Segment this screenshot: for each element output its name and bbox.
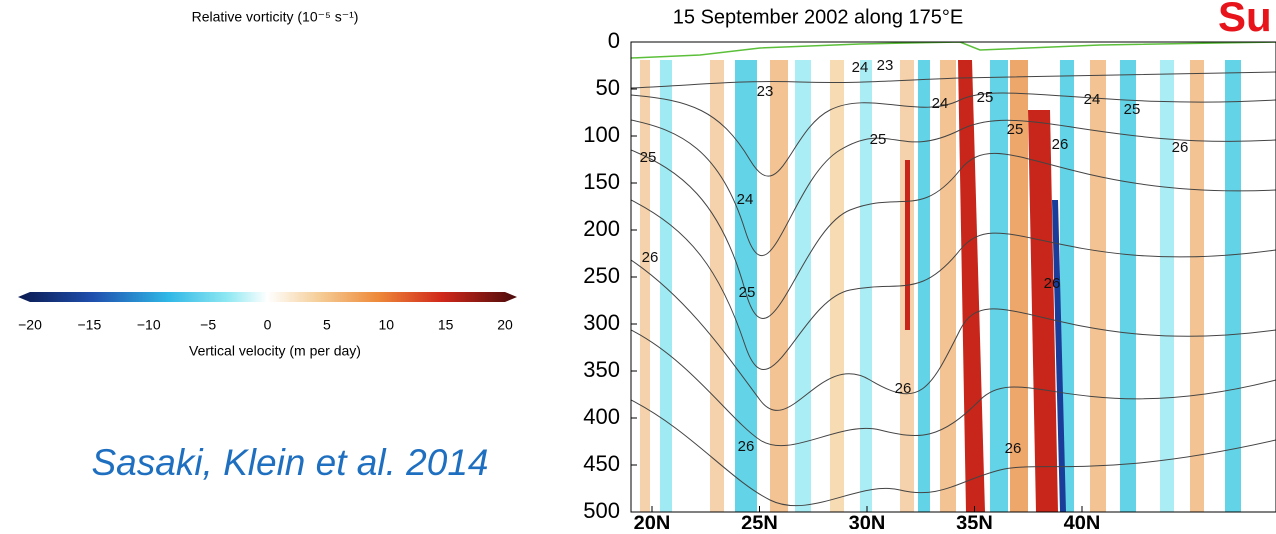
upwelling-band	[1052, 200, 1066, 512]
y-tick-label: 400	[583, 404, 620, 429]
downwelling-band	[905, 160, 910, 330]
y-tick-label: 50	[596, 75, 620, 100]
colorbar-tick-label: 10	[378, 317, 394, 333]
stripe	[1120, 60, 1136, 512]
colorbar-ticks: −20 −15 −10 −5 0 5 10 15 20	[18, 317, 513, 333]
colorbar-tick-label: −10	[137, 317, 161, 333]
contour-label: 24	[1084, 91, 1101, 108]
stripe	[990, 60, 1008, 512]
contour-label: 25	[640, 149, 657, 166]
contour-labels: 24 23 23 24 25 24 25 25 25 25 26 26 24 2…	[640, 57, 1189, 457]
downwelling-band	[958, 60, 985, 512]
isotherms	[631, 71, 1276, 507]
contour-label: 24	[852, 59, 869, 76]
contour-label: 25	[1124, 101, 1141, 118]
contour	[631, 119, 1276, 257]
contour-label: 26	[642, 249, 659, 266]
contour-label: 24	[932, 95, 949, 112]
x-tick-label: 35N	[956, 512, 993, 529]
corner-title: Su	[1218, 0, 1272, 40]
downwelling-band	[1028, 110, 1058, 512]
contour	[631, 71, 1276, 89]
contour-label: 25	[739, 284, 756, 301]
x-tick-label: 40N	[1064, 512, 1101, 529]
contour-label: 23	[877, 57, 894, 74]
colorbar-tick-label: 5	[323, 317, 331, 333]
y-tick-label: 200	[583, 216, 620, 241]
y-tick-label: 150	[583, 169, 620, 194]
contour	[631, 199, 1276, 370]
stripe	[710, 60, 724, 512]
contour	[631, 399, 1276, 507]
contour-label: 26	[738, 438, 755, 455]
stripe	[1060, 60, 1074, 512]
colorbar-tick-label: −20	[18, 317, 42, 333]
stripe	[918, 60, 930, 512]
contour-label: 25	[870, 131, 887, 148]
y-tick-label: 300	[583, 310, 620, 335]
contour-label: 26	[1005, 440, 1022, 457]
colorbar-tick-label: 20	[497, 317, 513, 333]
stripe	[860, 60, 872, 512]
contour	[631, 259, 1276, 411]
contour-label: 26	[895, 380, 912, 397]
stripe	[940, 60, 956, 512]
contour	[631, 329, 1276, 447]
stripe	[1160, 60, 1174, 512]
colorbar-label: Vertical velocity (m per day)	[189, 343, 361, 359]
contour	[631, 149, 1276, 319]
contour-label: 24	[737, 191, 754, 208]
y-tick-label: 500	[583, 498, 620, 523]
colorbar-tick-label: −15	[78, 317, 102, 333]
velocity-field	[640, 60, 1241, 512]
colorbar-top-label: Relative vorticity (10⁻⁵ s⁻¹)	[192, 9, 359, 25]
stripe	[830, 60, 844, 512]
stripe	[640, 60, 650, 512]
contour-label: 26	[1044, 275, 1061, 292]
contour-label: 26	[1052, 136, 1069, 153]
contour-label: 25	[977, 89, 994, 106]
contour-label: 23	[757, 83, 774, 100]
section-plot: 24 23 23 24 25 24 25 25 25 25 26 26 24 2…	[631, 42, 1276, 512]
citation: Sasaki, Klein et al. 2014	[92, 442, 489, 483]
y-tick-label: 450	[583, 451, 620, 476]
colorbar	[18, 292, 517, 302]
contour-label: 25	[1007, 121, 1024, 138]
stripe	[1090, 60, 1106, 512]
y-tick-label: 0	[608, 28, 620, 53]
x-tick-label: 30N	[849, 512, 886, 529]
mixed-layer-line	[631, 42, 1276, 59]
colorbar-tick-label: −5	[200, 317, 216, 333]
section-title: 15 September 2002 along 175°E	[673, 6, 963, 28]
stripe	[660, 60, 672, 512]
stripe	[1190, 60, 1204, 512]
x-tick-label: 25N	[741, 512, 778, 529]
stripe	[1010, 60, 1028, 512]
y-tick-label: 100	[583, 122, 620, 147]
y-tick-label: 350	[583, 357, 620, 382]
stripe	[770, 60, 788, 512]
contour	[631, 92, 1276, 177]
contour-label: 26	[1172, 139, 1189, 156]
x-tick-label: 20N	[634, 512, 671, 529]
colorbar-tick-label: 15	[438, 317, 454, 333]
stripe	[1225, 60, 1241, 512]
stripe	[735, 60, 757, 512]
y-tick-label: 250	[583, 263, 620, 288]
stripe	[795, 60, 811, 512]
colorbar-tick-label: 0	[264, 317, 272, 333]
